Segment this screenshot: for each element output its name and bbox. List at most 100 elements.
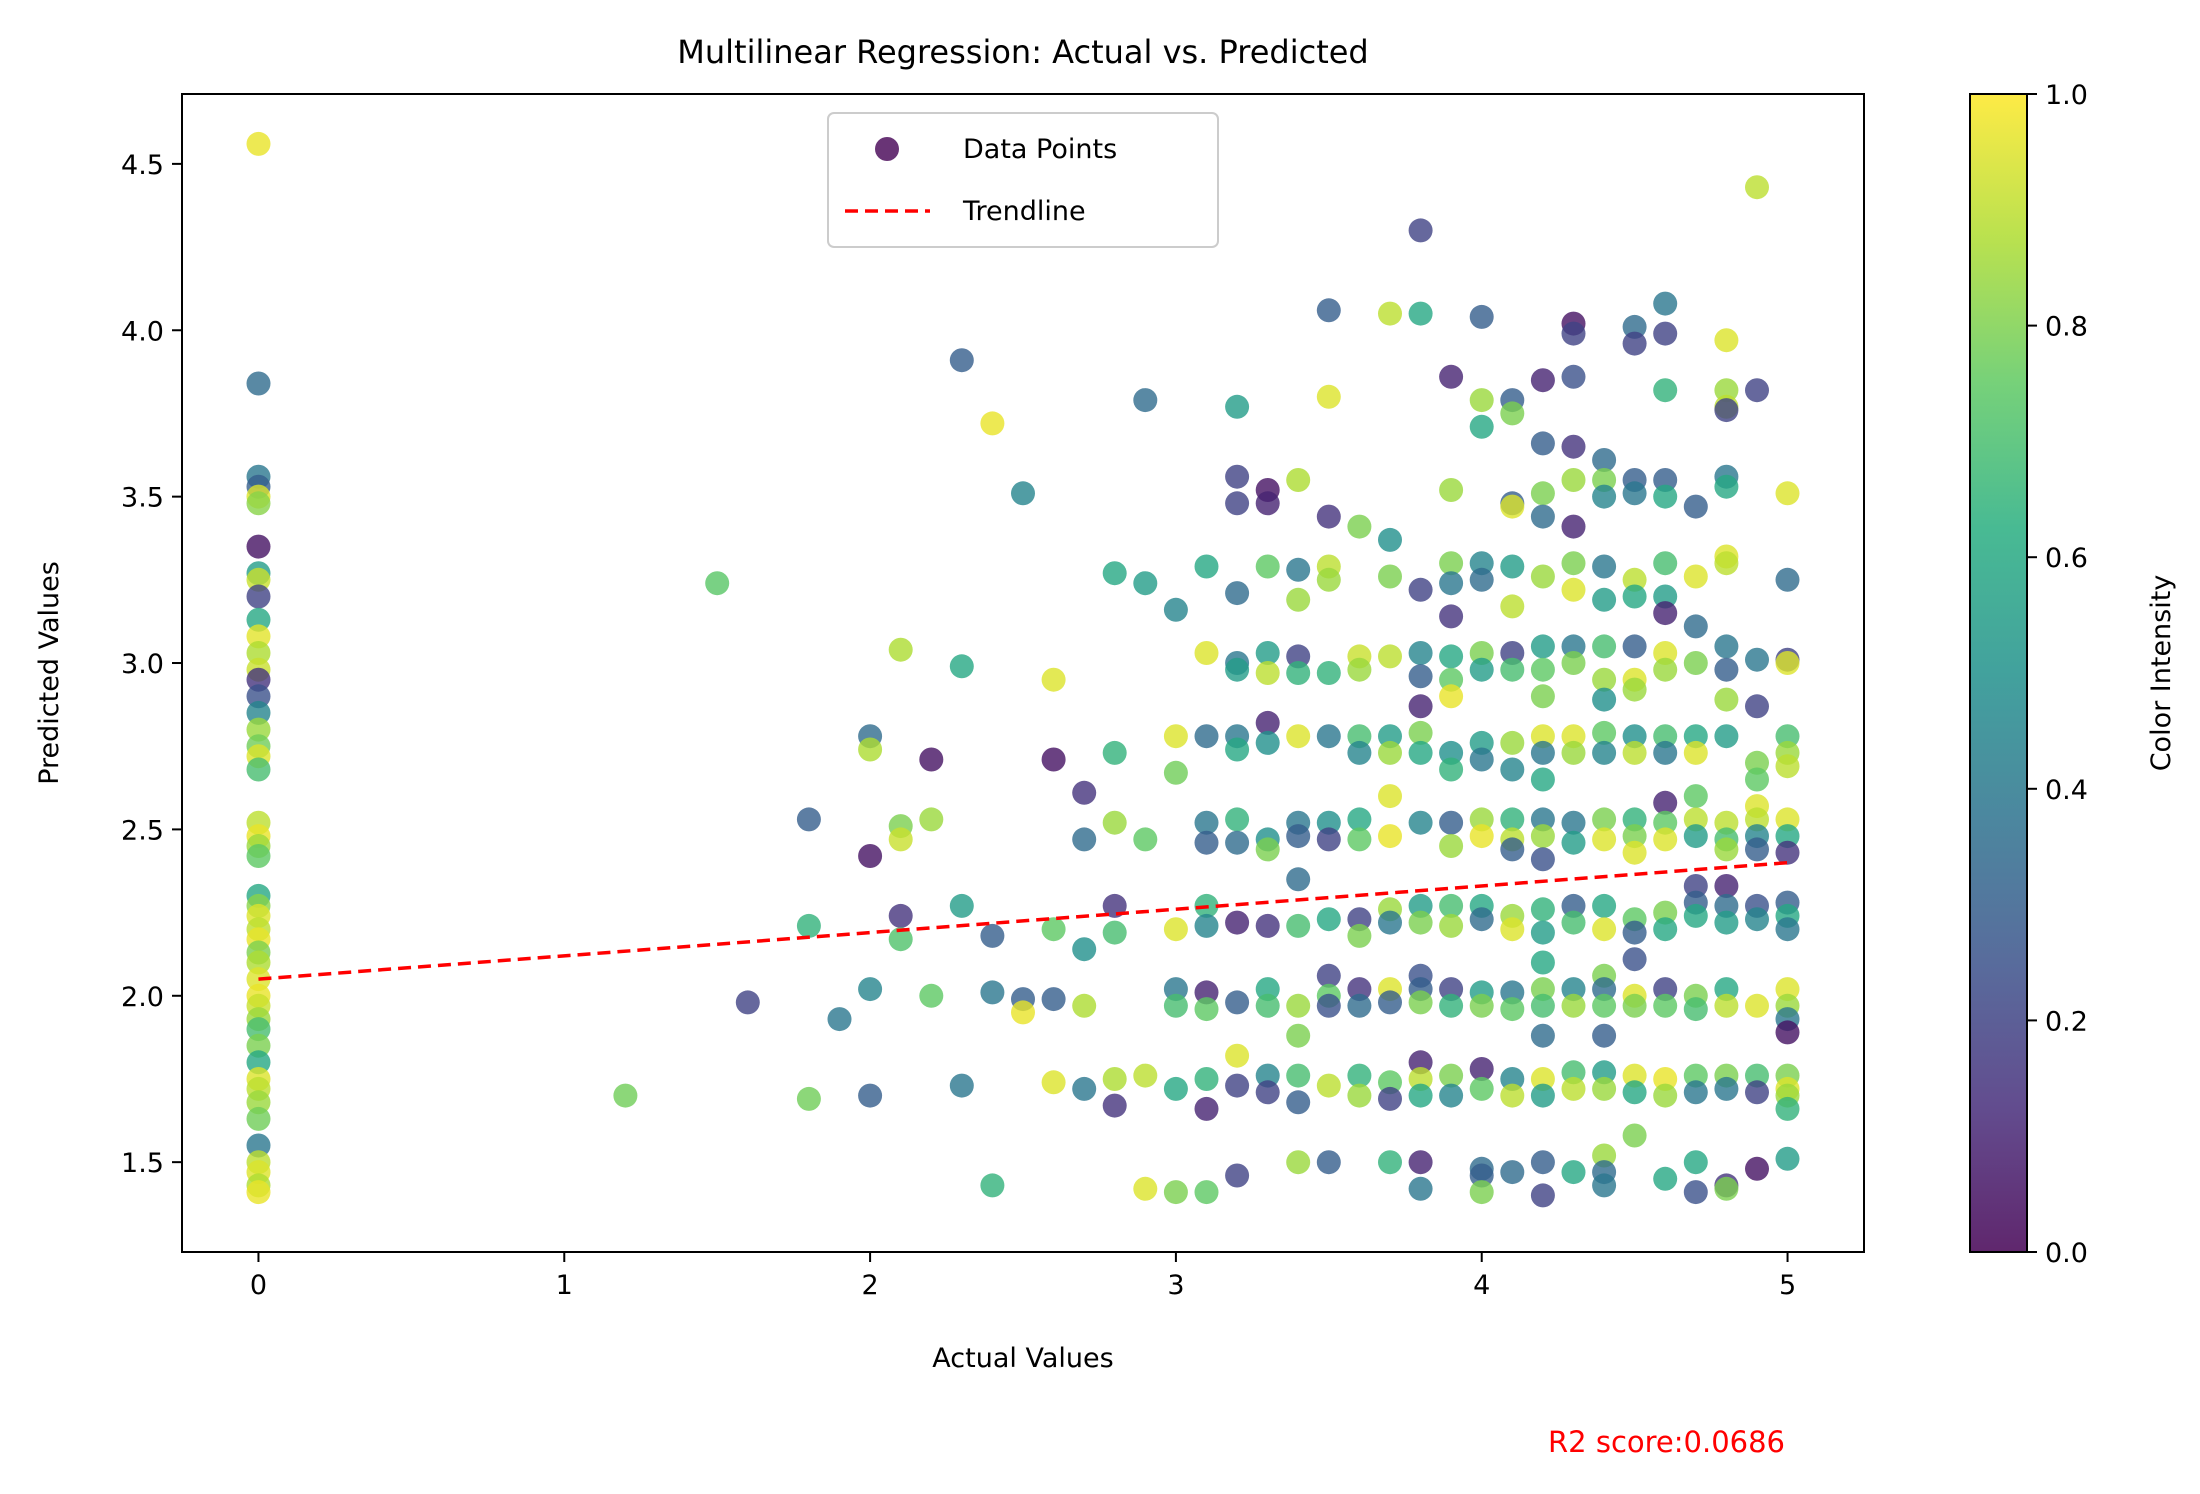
data-point [1469,730,1494,755]
colorbar-gradient [1970,94,2027,1252]
data-point [1316,963,1341,988]
data-point [1408,893,1433,918]
data-point [1530,504,1555,529]
data-point [1622,1063,1647,1088]
data-point [980,980,1005,1005]
data-point [1561,893,1586,918]
data-point [1408,1050,1433,1075]
data-point [1561,364,1586,389]
data-point [1561,434,1586,459]
data-point [1439,604,1464,629]
data-point [1347,740,1372,765]
data-point [1347,977,1372,1002]
data-point [1225,1043,1250,1068]
data-point [1622,993,1647,1018]
data-point [1530,724,1555,749]
data-point [1592,448,1617,472]
data-point [1592,827,1617,852]
data-point [1041,1070,1066,1095]
data-point [1163,1076,1188,1101]
data-point [1622,840,1647,865]
data-point [1378,1150,1402,1175]
data-point [919,983,944,1008]
data-point [1163,977,1188,1002]
data-point [1653,1067,1678,1091]
data-point [1408,694,1433,719]
data-point [1714,977,1739,1002]
data-point [1102,1067,1127,1091]
data-point [1500,980,1525,1005]
data-point [888,903,913,928]
data-point [1653,468,1678,492]
data-point [1439,740,1464,765]
data-point [1439,551,1464,576]
data-point [1316,1150,1341,1175]
data-point [1500,1160,1525,1185]
data-point [246,131,271,156]
data-point [1286,867,1311,892]
data-point [1408,740,1433,765]
data-point [1530,1023,1555,1048]
data-point [858,844,883,868]
data-point [1592,977,1617,1002]
data-point [1561,551,1586,576]
y-axis: 1.5 2.0 2.5 3.0 3.5 4.0 4.5 [121,150,182,1179]
data-point [1194,554,1219,579]
data-point [1500,401,1525,426]
data-point [1378,910,1402,935]
data-point [1775,977,1800,1002]
data-point [1561,810,1586,835]
data-point [888,827,913,852]
data-point [1592,1143,1617,1168]
data-point [1530,657,1555,682]
data-point [246,584,271,609]
data-point [246,844,271,868]
data-point [1255,837,1280,862]
data-point [1500,807,1525,832]
data-point [1439,571,1464,596]
data-point [1530,824,1555,849]
data-point [246,491,271,516]
data-point [246,757,271,782]
data-point [1745,1080,1769,1105]
data-point [1714,378,1739,403]
data-point [1347,827,1372,852]
data-point [1316,993,1341,1018]
data-point [1592,1076,1617,1101]
colorbar-ticks: 0.0 0.2 0.4 0.6 0.8 1.0 [2027,80,2088,1269]
data-point [1133,1063,1158,1088]
data-point [1530,847,1555,872]
data-point [1316,827,1341,852]
data-point [1653,584,1678,609]
data-point [1592,667,1617,692]
data-point [1561,514,1586,539]
data-point [1133,571,1158,596]
data-point [1255,993,1280,1018]
data-point [1530,950,1555,975]
data-point [246,684,271,709]
data-point [1469,551,1494,576]
data-point [1530,993,1555,1018]
legend-label-trendline: Trendline [962,196,1086,227]
data-point [1225,737,1250,762]
data-point [1530,684,1555,709]
data-point [1653,551,1678,576]
y-tick-label: 3.5 [121,483,164,514]
data-point [1316,1073,1341,1098]
x-tick-label: 5 [1779,1270,1796,1301]
data-point [1194,641,1219,665]
data-point [1439,810,1464,835]
data-point [1592,1173,1617,1198]
data-point [1041,667,1066,692]
data-point [1378,1070,1402,1095]
data-point [1653,321,1678,346]
chart-title: Multilinear Regression: Actual vs. Predi… [677,33,1368,71]
data-point [1775,840,1800,865]
data-point [796,1086,821,1111]
data-point [1683,807,1708,832]
data-point [1225,491,1250,516]
data-point [1316,384,1341,409]
data-point [246,700,271,725]
x-axis-label: Actual Values [932,1343,1113,1374]
data-point [1133,1176,1158,1201]
